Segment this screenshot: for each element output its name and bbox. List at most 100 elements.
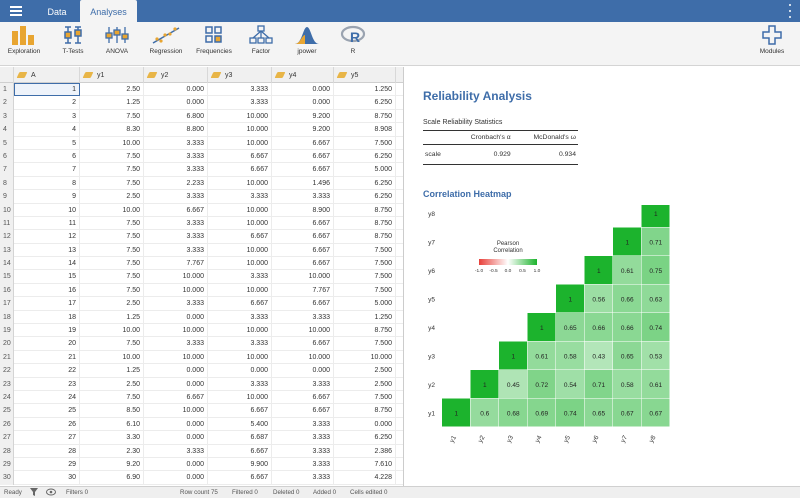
tab-data[interactable]: Data xyxy=(47,7,67,17)
column-header-y4[interactable]: y4 xyxy=(272,67,334,83)
table-row[interactable]: 18 18 1.25 0.000 3.333 3.333 1.250 xyxy=(0,310,403,325)
cell-a[interactable]: 2 xyxy=(14,96,80,110)
cell-a[interactable]: 18 xyxy=(14,310,80,325)
cell-y5[interactable]: 5.000 xyxy=(334,297,396,311)
cell-y1[interactable]: 7.50 xyxy=(80,283,144,298)
cell-y3[interactable]: 9.900 xyxy=(208,457,272,472)
cell-y3[interactable]: 6.667 xyxy=(208,471,272,485)
cell-a[interactable]: 17 xyxy=(14,297,80,311)
cell-y4[interactable]: 3.333 xyxy=(272,310,334,325)
cell-y1[interactable]: 2.50 xyxy=(80,297,144,311)
table-row[interactable]: 10 10 10.00 6.667 10.000 8.900 8.750 xyxy=(0,203,403,217)
cell-y1[interactable]: 7.50 xyxy=(80,257,144,271)
row-number[interactable]: 21 xyxy=(0,350,14,365)
table-row[interactable]: 26 26 6.10 0.000 5.400 3.333 0.000 xyxy=(0,417,403,432)
cell-y5[interactable]: 8.750 xyxy=(334,216,396,231)
table-row[interactable]: 20 20 7.50 3.333 3.333 6.667 7.500 xyxy=(0,337,403,351)
row-number[interactable]: 13 xyxy=(0,243,14,258)
cell-y3[interactable]: 5.400 xyxy=(208,417,272,432)
row-number[interactable]: 11 xyxy=(0,216,14,231)
cell-y5[interactable]: 8.750 xyxy=(334,404,396,418)
cell-y5[interactable]: 8.750 xyxy=(334,203,396,217)
cell-y2[interactable]: 0.000 xyxy=(144,364,208,378)
cell-y1[interactable]: 7.50 xyxy=(80,230,144,244)
cell-y2[interactable]: 0.000 xyxy=(144,457,208,472)
cell-y3[interactable]: 6.667 xyxy=(208,149,272,164)
row-number[interactable]: 4 xyxy=(0,123,14,137)
modules-button[interactable]: Modules xyxy=(752,25,792,63)
cell-y4[interactable]: 6.667 xyxy=(272,390,334,405)
cell-y3[interactable]: 10.000 xyxy=(208,324,272,338)
cell-y3[interactable]: 3.333 xyxy=(208,337,272,351)
table-row[interactable]: 15 15 7.50 10.000 3.333 10.000 7.500 xyxy=(0,270,403,284)
cell-y5[interactable]: 6.250 xyxy=(334,431,396,445)
cell-y1[interactable]: 7.50 xyxy=(80,243,144,258)
cell-y3[interactable]: 10.000 xyxy=(208,176,272,191)
cell-a[interactable]: 27 xyxy=(14,431,80,445)
row-number[interactable]: 6 xyxy=(0,149,14,164)
corner-cell[interactable] xyxy=(0,67,14,83)
cell-y2[interactable]: 8.800 xyxy=(144,123,208,137)
cell-a[interactable]: 24 xyxy=(14,390,80,405)
cell-y5[interactable]: 6.250 xyxy=(334,149,396,164)
cell-a[interactable]: 25 xyxy=(14,404,80,418)
cell-y4[interactable]: 10.000 xyxy=(272,324,334,338)
cell-y1[interactable]: 1.25 xyxy=(80,364,144,378)
cell-y3[interactable]: 10.000 xyxy=(208,203,272,217)
cell-y2[interactable]: 0.000 xyxy=(144,471,208,485)
cell-y4[interactable]: 8.900 xyxy=(272,203,334,217)
cell-y2[interactable]: 3.333 xyxy=(144,337,208,351)
row-number[interactable]: 9 xyxy=(0,190,14,204)
cell-y2[interactable]: 10.000 xyxy=(144,283,208,298)
cell-y2[interactable]: 0.000 xyxy=(144,377,208,391)
column-header-y1[interactable]: y1 xyxy=(80,67,144,83)
row-number[interactable]: 29 xyxy=(0,457,14,472)
row-number[interactable]: 25 xyxy=(0,404,14,418)
cell-y3[interactable]: 10.000 xyxy=(208,123,272,137)
data-spreadsheet[interactable]: A y1 y2 y3 y4 y5 1 1 2.50 0.000 3.333 0.000 1.… xyxy=(0,67,404,486)
cell-y4[interactable]: 3.333 xyxy=(272,471,334,485)
cell-y1[interactable]: 2.50 xyxy=(80,190,144,204)
cell-y1[interactable]: 7.50 xyxy=(80,270,144,284)
cell-y3[interactable]: 6.667 xyxy=(208,163,272,177)
cell-y5[interactable]: 5.000 xyxy=(334,163,396,177)
cell-y4[interactable]: 3.333 xyxy=(272,417,334,432)
cell-y5[interactable]: 7.500 xyxy=(334,337,396,351)
row-number[interactable]: 18 xyxy=(0,310,14,325)
cell-a[interactable]: 12 xyxy=(14,230,80,244)
cell-y4[interactable]: 0.000 xyxy=(272,96,334,110)
cell-y5[interactable]: 7.500 xyxy=(334,270,396,284)
column-header-y5[interactable]: y5 xyxy=(334,67,396,83)
row-number[interactable]: 1 xyxy=(0,83,14,97)
row-number[interactable]: 7 xyxy=(0,163,14,177)
frequencies-button[interactable]: Frequencies xyxy=(194,25,234,63)
row-number[interactable]: 24 xyxy=(0,390,14,405)
cell-y3[interactable]: 10.000 xyxy=(208,350,272,365)
cell-y4[interactable]: 10.000 xyxy=(272,350,334,365)
table-row[interactable]: 3 3 7.50 6.800 10.000 9.200 8.750 xyxy=(0,109,403,124)
cell-y1[interactable]: 7.50 xyxy=(80,109,144,124)
cell-a[interactable]: 20 xyxy=(14,337,80,351)
table-row[interactable]: 13 13 7.50 3.333 10.000 6.667 7.500 xyxy=(0,243,403,258)
cell-y2[interactable]: 3.333 xyxy=(144,136,208,150)
column-header-y3[interactable]: y3 xyxy=(208,67,272,83)
cell-a[interactable]: 28 xyxy=(14,444,80,458)
eye-icon[interactable] xyxy=(46,488,56,498)
table-row[interactable]: 4 4 8.30 8.800 10.000 9.200 8.908 xyxy=(0,123,403,137)
cell-a[interactable]: 13 xyxy=(14,243,80,258)
cell-y3[interactable]: 3.333 xyxy=(208,270,272,284)
column-header-a[interactable]: A xyxy=(14,67,80,83)
ttests-button[interactable]: T-Tests xyxy=(56,25,90,63)
cell-a[interactable]: 7 xyxy=(14,163,80,177)
table-row[interactable]: 12 12 7.50 3.333 6.667 6.667 8.750 xyxy=(0,230,403,244)
row-number[interactable]: 30 xyxy=(0,471,14,485)
cell-y3[interactable]: 6.667 xyxy=(208,297,272,311)
cell-y3[interactable]: 3.333 xyxy=(208,190,272,204)
cell-y1[interactable]: 6.10 xyxy=(80,417,144,432)
row-number[interactable]: 28 xyxy=(0,444,14,458)
cell-y5[interactable]: 2.386 xyxy=(334,444,396,458)
cell-y2[interactable]: 0.000 xyxy=(144,96,208,110)
hamburger-menu-icon[interactable] xyxy=(8,4,24,18)
cell-y4[interactable]: 6.667 xyxy=(272,243,334,258)
column-header-y2[interactable]: y2 xyxy=(144,67,208,83)
